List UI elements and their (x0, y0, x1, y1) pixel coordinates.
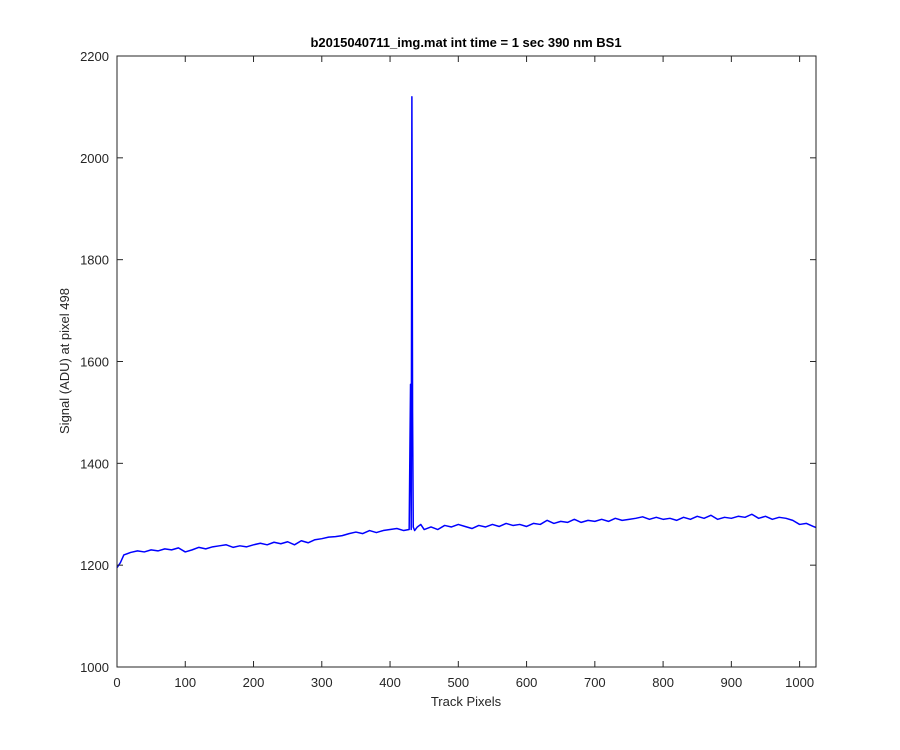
x-tick-label: 400 (379, 675, 401, 690)
x-tick-label: 900 (721, 675, 743, 690)
y-tick-label: 1600 (80, 355, 109, 370)
x-tick-label: 100 (174, 675, 196, 690)
x-axis-ticks: 0 100 200 300 400 500 600 700 800 900 1000 (113, 56, 814, 690)
x-tick-label: 200 (243, 675, 265, 690)
x-tick-label: 800 (652, 675, 674, 690)
chart-title: b2015040711_img.mat int time = 1 sec 390… (310, 35, 621, 50)
plot-area (117, 56, 816, 667)
y-tick-label: 2200 (80, 49, 109, 64)
y-tick-label: 1400 (80, 456, 109, 471)
y-tick-label: 1800 (80, 253, 109, 268)
x-tick-label: 500 (447, 675, 469, 690)
x-tick-label: 300 (311, 675, 333, 690)
series-line-1 (116, 95, 817, 569)
y-axis-label: Signal (ADU) at pixel 498 (57, 288, 72, 434)
x-tick-label: 600 (516, 675, 538, 690)
x-axis-label: Track Pixels (431, 694, 502, 709)
x-tick-label: 700 (584, 675, 606, 690)
y-tick-label: 2000 (80, 151, 109, 166)
y-axis-ticks: 1000 1200 1400 1600 1800 2000 2200 (80, 49, 816, 675)
x-tick-label: 1000 (785, 675, 814, 690)
series-group (116, 95, 817, 569)
y-tick-label: 1000 (80, 660, 109, 675)
y-tick-label: 1200 (80, 558, 109, 573)
x-tick-label: 0 (113, 675, 120, 690)
